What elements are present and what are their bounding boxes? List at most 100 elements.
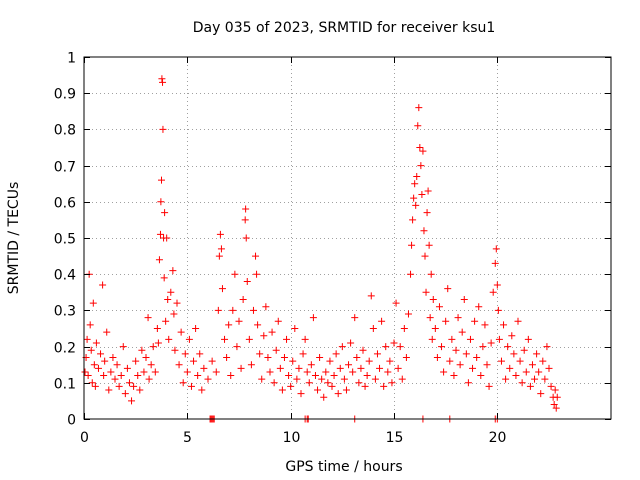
y-tick-label: 0.9 [54,87,76,103]
data-point [101,357,109,365]
data-point [322,368,330,376]
data-point [125,379,133,387]
data-point [471,317,479,325]
data-point [215,252,223,260]
data-point [89,299,97,307]
data-point [111,375,119,383]
data-point [214,306,222,314]
data-point [340,375,348,383]
data-point [185,335,193,343]
data-point [153,325,161,332]
data-point [169,267,177,275]
data-point [204,375,212,383]
data-point [369,325,377,332]
data-point [531,375,539,383]
data-point [328,382,336,390]
data-point [289,357,297,365]
data-point [318,375,326,383]
grid-lines [84,57,611,419]
data-point [309,314,317,322]
data-point [160,274,168,282]
data-point [173,299,181,307]
data-point [258,375,266,383]
data-point [192,325,200,332]
data-point [171,346,179,354]
data-point [424,187,432,195]
data-point [272,346,280,354]
data-point [431,325,439,332]
data-point [194,372,202,380]
data-point [404,310,412,318]
data-point [90,361,98,369]
data-point [495,335,503,343]
data-point [249,306,257,314]
data-point [516,357,524,365]
data-point [345,361,353,369]
data-point [473,353,481,361]
data-point [524,335,532,343]
data-point [427,270,435,278]
data-point [357,364,365,372]
data-point [367,292,375,300]
data-point [371,375,379,383]
data-point [422,288,430,296]
data-point [347,339,355,347]
y-tick-label: 0.7 [54,160,76,176]
data-point [429,296,437,304]
data-point [239,296,247,304]
data-point [386,357,394,365]
data-point [161,209,169,217]
data-point [462,350,470,358]
data-point [361,382,369,390]
x-axis-label: GPS time / hours [285,459,402,475]
data-point [132,357,140,365]
data-point [86,321,94,329]
data-point [183,368,191,376]
data-point [107,368,115,376]
data-point [109,353,117,361]
data-point [413,172,421,180]
data-point [384,368,392,376]
data-point [92,339,100,347]
data-point [276,364,284,372]
data-point [330,372,338,380]
data-point [245,335,253,343]
data-point [380,382,388,390]
data-point [145,375,153,383]
data-point [456,361,464,369]
data-point [159,78,167,86]
data-point [91,382,99,390]
data-point [324,379,332,387]
data-point [117,372,125,380]
x-tick-label: 20 [489,430,507,446]
data-point [198,386,206,394]
data-point [291,325,299,332]
data-point [533,350,541,358]
data-point [500,321,508,329]
data-point [489,288,497,296]
data-point [88,379,96,387]
data-point [438,343,446,351]
data-point [522,368,530,376]
data-point [363,372,371,380]
data-point [553,393,561,401]
data-point [440,368,448,376]
data-point [190,357,198,365]
data-point [270,379,278,387]
data-point [278,386,286,394]
data-point [262,303,270,311]
data-point [444,285,452,293]
data-point [84,372,92,380]
data-point [97,350,105,358]
data-point [227,372,235,380]
data-point [392,299,400,307]
data-point [293,375,301,383]
x-tick-labels: 0 5 10 15 20 [80,430,506,446]
data-point [326,357,334,365]
data-point [147,361,155,369]
data-point [450,372,458,380]
data-point [376,364,384,372]
data-point [162,317,170,325]
data-point [241,216,249,224]
data-point [400,325,408,332]
